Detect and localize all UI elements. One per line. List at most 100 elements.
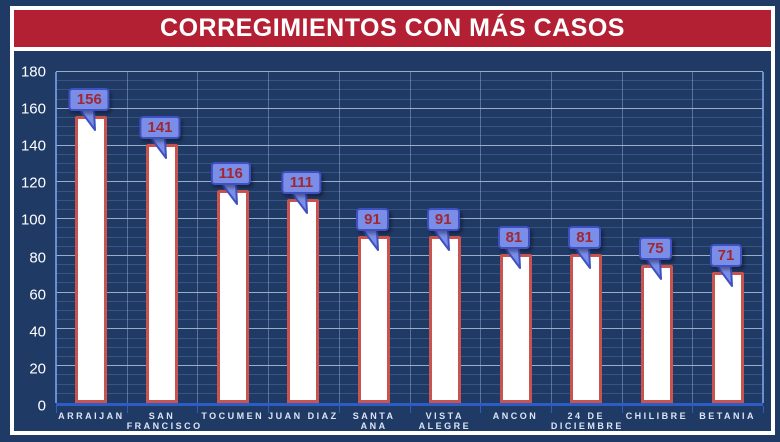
- major-gridline: [56, 144, 763, 146]
- chart-area: 0 20 40 60 80 100 120 140 160 180 156 141 116 111 91 9…: [14, 51, 771, 431]
- y-axis-label: 60: [29, 286, 46, 304]
- minor-gridline: [56, 319, 763, 321]
- y-axis-label: 40: [29, 323, 46, 341]
- minor-gridline: [56, 337, 763, 339]
- bar-ancon: [499, 254, 532, 403]
- category-label-san-francisco: SAN FRANCISCO: [126, 411, 203, 431]
- major-gridline: [56, 181, 763, 183]
- major-gridline: [56, 365, 763, 367]
- major-gridline: [56, 254, 763, 256]
- vertical-gridline: [692, 72, 694, 403]
- bar-san-francisco: [146, 143, 179, 403]
- category-label-santa-ana: SANTA ANA: [352, 411, 396, 431]
- minor-gridline: [56, 80, 763, 82]
- x-axis-tick: [126, 406, 128, 413]
- minor-gridline: [56, 346, 763, 348]
- vertical-gridline: [621, 72, 623, 403]
- bar-chilibre: [640, 265, 673, 403]
- x-axis-tick: [692, 406, 694, 413]
- x-axis-tick: [763, 406, 764, 413]
- minor-gridline: [56, 98, 763, 100]
- minor-gridline: [56, 236, 763, 238]
- x-axis-tick: [480, 406, 482, 413]
- minor-gridline: [56, 135, 763, 137]
- minor-gridline: [56, 273, 763, 275]
- value-label-vista-alegre: 91: [426, 207, 460, 231]
- minor-gridline: [56, 89, 763, 91]
- minor-gridline: [56, 310, 763, 312]
- major-gridline: [56, 218, 763, 220]
- minor-gridline: [56, 199, 763, 201]
- category-label-tocumen: TOCUMEN: [201, 411, 265, 421]
- minor-gridline: [56, 245, 763, 247]
- chart-title: CORREGIMIENTOS CON MÁS CASOS: [160, 14, 625, 42]
- vertical-gridline: [197, 72, 199, 403]
- vertical-gridline: [338, 72, 340, 403]
- x-axis: ARRAIJAN SAN FRANCISCO TOCUMEN JUAN DIAZ SANT…: [56, 408, 763, 431]
- minor-gridline: [56, 172, 763, 174]
- x-axis-tick: [197, 406, 199, 413]
- x-axis-tick: [56, 406, 57, 413]
- bar-vista-alegre: [428, 235, 461, 403]
- minor-gridline: [56, 208, 763, 210]
- vertical-gridline: [409, 72, 411, 403]
- minor-gridline: [56, 153, 763, 155]
- category-label-betania: BETANIA: [699, 411, 757, 421]
- major-gridline: [56, 71, 763, 72]
- value-label-arraijan: 156: [68, 88, 110, 112]
- minor-gridline: [56, 162, 763, 164]
- x-axis-tick: [268, 406, 270, 413]
- minor-gridline: [56, 392, 763, 394]
- bar-santa-ana: [358, 235, 391, 403]
- value-label-san-francisco: 141: [139, 115, 181, 139]
- category-label-24-de-diciembre: 24 DE DICIEMBRE: [550, 411, 624, 431]
- minor-gridline: [56, 190, 763, 192]
- vertical-gridline: [550, 72, 552, 403]
- value-label-betania: 71: [709, 244, 743, 268]
- major-gridline: [56, 107, 763, 109]
- minor-gridline: [56, 264, 763, 266]
- plot-area: 156 141 116 111 91 91 81 81 75 71: [55, 71, 764, 413]
- value-label-santa-ana: 91: [356, 207, 389, 231]
- bar-arraijan: [75, 116, 108, 403]
- y-axis-label: 0: [37, 397, 46, 415]
- vertical-gridline: [268, 72, 270, 403]
- chart-frame: CORREGIMIENTOS CON MÁS CASOS 0 20 40 60 80 10…: [10, 6, 775, 435]
- x-axis-tick: [338, 406, 340, 413]
- title-banner: CORREGIMIENTOS CON MÁS CASOS: [14, 10, 771, 47]
- value-label-juan-diaz: 111: [281, 170, 322, 194]
- y-axis-label: 140: [20, 137, 46, 155]
- minor-gridline: [56, 126, 763, 128]
- major-gridline: [56, 291, 763, 293]
- vertical-gridline: [55, 72, 57, 403]
- bar-24-de-diciembre: [570, 254, 603, 403]
- y-axis-label: 120: [20, 174, 46, 192]
- category-label-vista-alegre: VISTA ALEGRE: [418, 411, 472, 431]
- y-axis-label: 20: [29, 360, 46, 378]
- y-axis-label: 100: [20, 211, 46, 229]
- vertical-gridline: [762, 72, 764, 403]
- x-axis-tick: [550, 406, 552, 413]
- bar-juan-diaz: [287, 198, 320, 403]
- minor-gridline: [56, 374, 763, 376]
- value-label-ancon: 81: [497, 226, 531, 250]
- value-label-chilibre: 75: [638, 237, 672, 261]
- category-label-chilibre: CHILIBRE: [625, 411, 689, 421]
- category-label-juan-diaz: JUAN DIAZ: [268, 411, 339, 421]
- x-axis-tick: [409, 406, 411, 413]
- value-label-24-de-diciembre: 81: [568, 226, 601, 250]
- y-axis: 0 20 40 60 80 100 120 140 160 180: [14, 65, 51, 414]
- x-axis-tick: [621, 406, 623, 413]
- minor-gridline: [56, 227, 763, 229]
- minor-gridline: [56, 383, 763, 385]
- bar-betania: [711, 272, 744, 403]
- y-axis-label: 160: [20, 100, 46, 118]
- category-label-arraijan: ARRAIJAN: [58, 411, 125, 421]
- bar-tocumen: [216, 189, 249, 403]
- minor-gridline: [56, 282, 763, 284]
- minor-gridline: [56, 356, 763, 358]
- minor-gridline: [56, 116, 763, 118]
- vertical-gridline: [126, 72, 128, 403]
- category-label-ancon: ANCON: [492, 411, 539, 421]
